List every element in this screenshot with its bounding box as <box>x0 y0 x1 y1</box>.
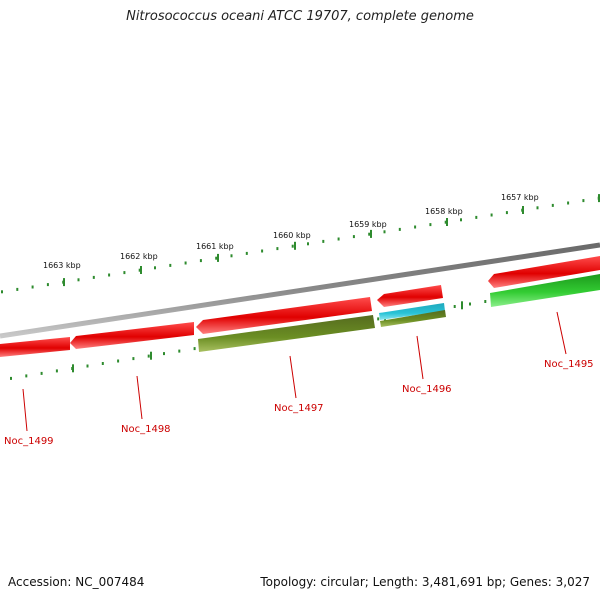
outer-ring-minor-tick <box>154 266 156 270</box>
inner-ring-minor-tick <box>484 300 487 303</box>
inner-ring-minor-tick <box>40 371 43 375</box>
outer-ring-minor-tick <box>383 230 386 234</box>
outer-ring-minor-tick <box>475 215 478 219</box>
leader-noc-1499 <box>22 388 28 432</box>
outer-ring-minor-tick <box>582 199 585 203</box>
gene-noc-1496-feature[interactable] <box>380 310 446 327</box>
outer-ring-major-tick <box>140 266 142 274</box>
gene-noc-1495-cds[interactable] <box>490 274 600 307</box>
gene-label-noc-1496: Noc_1496 <box>402 384 452 395</box>
outer-ring-major-tick <box>522 206 524 214</box>
tick-label-1657: 1657 kbp <box>501 193 539 202</box>
outer-ring-minor-tick <box>1 290 3 294</box>
tick-label-1662: 1662 kbp <box>120 252 158 261</box>
gene-noc-1496-arrow[interactable] <box>377 285 443 307</box>
outer-ring-minor-tick <box>551 203 554 207</box>
outer-ring-minor-tick <box>245 251 248 255</box>
outer-ring-minor-tick <box>291 244 294 248</box>
outer-ring-minor-tick <box>276 247 279 251</box>
tick-label-1660: 1660 kbp <box>273 231 311 240</box>
inner-ring-minor-tick <box>377 317 380 321</box>
outer-ring-major-tick <box>63 278 65 287</box>
outer-ring-major-tick <box>217 253 219 262</box>
outer-tick-ring <box>1 194 600 294</box>
gene-noc-1496-cds[interactable] <box>379 303 445 320</box>
leader-noc-1496 <box>416 335 424 380</box>
outer-ring-minor-tick <box>337 237 340 241</box>
outer-ring-minor-tick <box>368 232 371 236</box>
inner-ring-minor-tick <box>469 302 471 306</box>
outer-ring-major-tick <box>446 218 448 226</box>
outer-ring-minor-tick <box>31 285 34 289</box>
gene-leader-lines <box>22 311 567 432</box>
inner-ring-major-tick <box>461 301 463 310</box>
inner-ring-minor-tick <box>117 359 120 363</box>
outer-ring-minor-tick <box>199 259 202 263</box>
leader-noc-1495 <box>556 311 567 355</box>
tick-label-1659: 1659 kbp <box>349 220 387 229</box>
genome-stats-text: Topology: circular; Length: 3,481,691 bp… <box>260 575 590 589</box>
gene-noc-1498-arrow[interactable] <box>70 322 194 349</box>
outer-ring-minor-tick <box>536 206 539 210</box>
inner-ring-minor-tick <box>25 374 28 378</box>
inner-ring-minor-tick <box>193 347 196 351</box>
inner-ring-minor-tick <box>132 357 135 361</box>
outer-ring-minor-tick <box>567 201 570 205</box>
outer-ring-minor-tick <box>322 239 325 243</box>
outer-ring-minor-tick <box>230 254 233 258</box>
inner-ring-major-tick <box>72 364 74 373</box>
outer-ring-minor-tick <box>108 273 111 277</box>
gene-label-noc-1498: Noc_1498 <box>121 424 171 435</box>
accession-text: Accession: NC_007484 <box>8 575 145 589</box>
outer-ring-minor-tick <box>92 275 95 279</box>
inner-ring-minor-tick <box>86 364 89 368</box>
outer-ring-minor-tick <box>138 268 141 272</box>
inner-ring-minor-tick <box>101 362 104 365</box>
gene-arrows <box>0 256 600 357</box>
outer-ring-minor-tick <box>77 278 80 282</box>
outer-ring-minor-tick <box>184 261 187 265</box>
outer-ring-minor-tick <box>490 213 493 217</box>
outer-ring-minor-tick <box>307 242 309 246</box>
gene-label-noc-1499: Noc_1499 <box>4 436 54 447</box>
inner-ring-major-tick <box>150 351 152 360</box>
outer-ring-minor-tick <box>261 249 264 253</box>
gene-noc-1497-arrow[interactable] <box>196 297 372 334</box>
outer-ring-minor-tick <box>429 223 432 227</box>
tick-label-1658: 1658 kbp <box>425 207 463 216</box>
inner-ring-minor-tick <box>453 305 456 308</box>
genome-backbone <box>0 242 600 339</box>
outer-ring-minor-tick <box>352 235 355 239</box>
outer-ring-minor-tick <box>460 218 462 222</box>
inner-ring-minor-tick <box>178 349 181 353</box>
gene-noc-1499-arrow[interactable] <box>0 337 70 357</box>
outer-ring-minor-tick <box>215 256 218 260</box>
inner-ring-minor-tick <box>147 354 150 358</box>
gene-label-noc-1495: Noc_1495 <box>544 359 594 370</box>
gene-label-noc-1497: Noc_1497 <box>274 403 324 414</box>
outer-ring-minor-tick <box>46 283 49 287</box>
outer-ring-major-tick <box>370 229 372 238</box>
outer-ring-minor-tick <box>16 287 19 291</box>
inner-ring-minor-tick <box>55 369 58 373</box>
gene-noc-1497-feature[interactable] <box>198 315 375 352</box>
outer-ring-minor-tick <box>505 211 508 215</box>
outer-ring-minor-tick <box>414 225 417 229</box>
outer-ring-major-tick <box>294 241 296 250</box>
outer-ring-major-tick <box>598 194 600 203</box>
leader-noc-1497 <box>289 355 297 399</box>
leader-noc-1498 <box>136 375 143 420</box>
outer-ring-minor-tick <box>398 227 401 231</box>
tick-label-1663: 1663 kbp <box>43 261 81 270</box>
map-title: Nitrosococcus oceani ATCC 19707, complet… <box>126 9 474 24</box>
outer-ring-minor-tick <box>444 220 447 224</box>
inner-ring-minor-tick <box>10 376 12 380</box>
outer-ring-minor-tick <box>123 271 126 275</box>
outer-ring-minor-tick <box>169 263 172 267</box>
gene-noc-1495-arrow[interactable] <box>488 256 600 288</box>
inner-ring-minor-tick <box>163 352 165 356</box>
tick-label-1661: 1661 kbp <box>196 242 234 251</box>
